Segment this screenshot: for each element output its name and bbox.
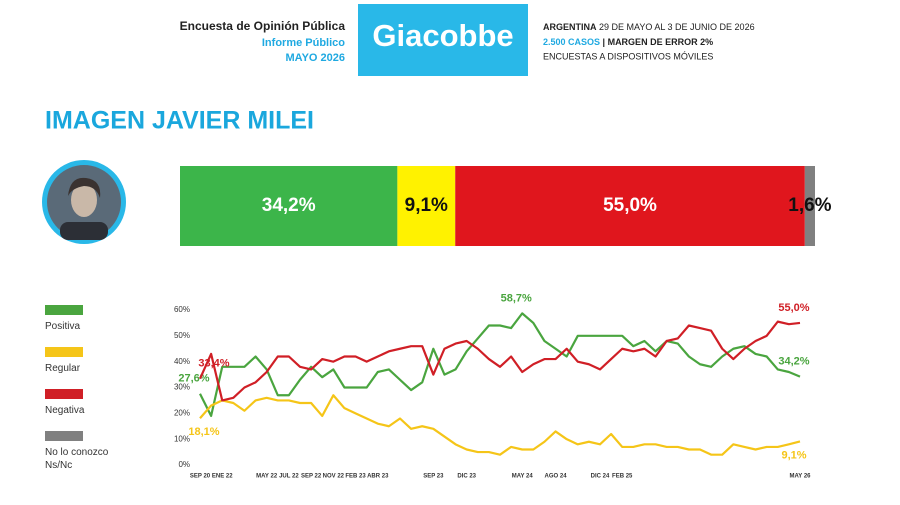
- bar-segment: [180, 166, 398, 246]
- period: 29 DE MAYO AL 3 DE JUNIO DE 2026: [599, 22, 755, 32]
- x-tick-label: MAY 22: [256, 474, 278, 480]
- fieldwork: ARGENTINA 29 DE MAYO AL 3 DE JUNIO DE 20…: [543, 22, 755, 32]
- x-tick-label: DIC 23: [457, 474, 476, 480]
- data-label: 27,6%: [178, 373, 209, 385]
- margin: | MARGEN DE ERROR 2%: [603, 37, 714, 47]
- report-date: MAYO 2026: [285, 52, 345, 64]
- x-tick-label: NOV 22: [323, 474, 345, 480]
- title: IMAGEN JAVIER MILEI: [45, 107, 314, 135]
- x-tick-label: DIC 24: [591, 474, 610, 480]
- sample: 2.500 CASOS | MARGEN DE ERROR 2%: [543, 37, 713, 47]
- legend-swatch: [45, 389, 83, 399]
- survey: Encuesta de Opinión Pública: [180, 19, 346, 33]
- report: Informe Público: [262, 37, 345, 49]
- method: ENCUESTAS A DISPOSITIVOS MÓVILES: [543, 51, 713, 61]
- value-label: 9,1%: [405, 195, 448, 216]
- data-label: 58,7%: [501, 292, 532, 304]
- bar-segment: [804, 166, 815, 246]
- data-label: 34,2%: [778, 356, 809, 368]
- x-tick-label: ABR 23: [367, 474, 389, 480]
- legend-label: No lo conozco Ns/Nc: [45, 447, 109, 471]
- y-tick-label: 30%: [174, 383, 190, 392]
- legend-swatch: [45, 347, 83, 357]
- x-tick-label: SEP 20: [190, 474, 211, 480]
- brand: Giacobbe: [372, 18, 513, 53]
- data-label: 9,1%: [781, 449, 806, 461]
- legend-label: Negativa: [45, 405, 85, 416]
- x-tick-label: SEP 23: [423, 474, 444, 480]
- y-tick-label: 0%: [178, 460, 190, 469]
- x-tick-label: FEB 25: [612, 474, 633, 480]
- brand-box: [358, 4, 528, 76]
- value-label: 55,0%: [603, 195, 657, 216]
- line-series: [198, 320, 801, 402]
- line-series: [199, 312, 801, 418]
- y-tick-label: 20%: [174, 408, 190, 417]
- x-tick-label: JUL 22: [279, 474, 299, 480]
- x-tick-label: MAY 26: [789, 474, 811, 480]
- x-tick-label: AGO 24: [545, 474, 568, 480]
- legend-swatch: [45, 305, 83, 315]
- value-label: 34,2%: [262, 195, 316, 216]
- bar-segment: [397, 166, 456, 246]
- x-tick-label: FEB 23: [345, 474, 366, 480]
- legend-label: Positiva: [45, 321, 81, 332]
- x-tick-label: MAY 24: [512, 474, 534, 480]
- value-label: 1,6%: [788, 195, 831, 216]
- data-label: 55,0%: [778, 302, 809, 314]
- x-tick-label: ENE 22: [212, 474, 233, 480]
- country: ARGENTINA: [543, 22, 597, 32]
- bar-segment: [455, 166, 805, 246]
- y-tick-label: 40%: [174, 357, 190, 366]
- line-series: [199, 394, 801, 456]
- x-tick-label: SEP 22: [301, 474, 322, 480]
- data-label: 33,4%: [198, 358, 229, 370]
- portrait: [42, 160, 126, 244]
- legend-swatch: [45, 431, 83, 441]
- y-tick-label: 50%: [174, 331, 190, 340]
- cases: 2.500 CASOS: [543, 37, 600, 47]
- y-tick-label: 60%: [174, 305, 190, 314]
- legend-label: Regular: [45, 363, 81, 374]
- data-label: 18,1%: [188, 426, 219, 438]
- y-tick-label: 10%: [174, 434, 190, 443]
